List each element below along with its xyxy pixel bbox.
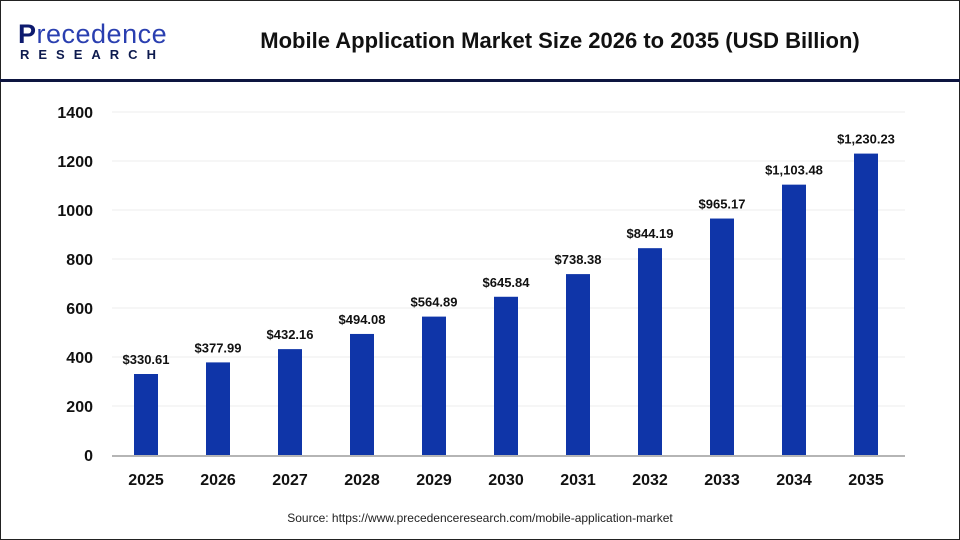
data-label: $564.89 [411,295,458,310]
data-label: $1,230.23 [837,132,895,147]
precedence-research-logo: Precedence RESEARCH [18,20,167,62]
data-label: $965.17 [699,197,746,212]
x-tick-label: 2028 [344,472,380,489]
logo-word: recedence [36,19,168,49]
x-tick-label: 2031 [560,472,596,489]
x-tick-label: 2033 [704,472,740,489]
x-tick-label: 2035 [848,472,884,489]
logo-subtitle: RESEARCH [20,47,165,62]
logo-initial: P [18,19,37,49]
bar [566,274,590,455]
data-label: $1,103.48 [765,163,823,178]
bar [710,218,734,455]
bar [422,316,446,455]
data-label: $494.08 [339,312,386,327]
y-tick-label: 0 [84,448,93,465]
chart-title: Mobile Application Market Size 2026 to 2… [260,28,860,53]
y-tick-label: 1000 [57,203,93,220]
data-label: $330.61 [123,352,170,367]
x-tick-label: 2027 [272,472,308,489]
y-tick-label: 400 [66,350,93,367]
bar [134,374,158,455]
data-label: $377.99 [195,340,242,355]
x-tick-label: 2030 [488,472,524,489]
bar [854,153,878,456]
x-tick-label: 2025 [128,472,164,489]
bar [782,184,806,455]
source-note: Source: https://www.precedenceresearch.c… [287,511,673,525]
x-tick-label: 2032 [632,472,668,489]
data-label: $645.84 [483,275,531,290]
y-tick-label: 200 [66,399,93,416]
x-tick-label: 2029 [416,472,452,489]
y-tick-label: 1400 [57,105,93,122]
header-divider [0,79,960,82]
x-tick-label: 2026 [200,472,236,489]
y-tick-label: 1200 [57,154,93,171]
y-tick-label: 800 [66,252,93,269]
data-label: $738.38 [555,252,602,267]
data-label: $844.19 [627,226,674,241]
data-label: $432.16 [267,327,314,342]
bar [206,362,230,455]
bar [350,333,374,455]
bar [638,248,662,455]
x-tick-label: 2034 [776,472,812,489]
bar [494,296,518,455]
bar [278,349,302,455]
y-tick-label: 600 [66,301,93,318]
